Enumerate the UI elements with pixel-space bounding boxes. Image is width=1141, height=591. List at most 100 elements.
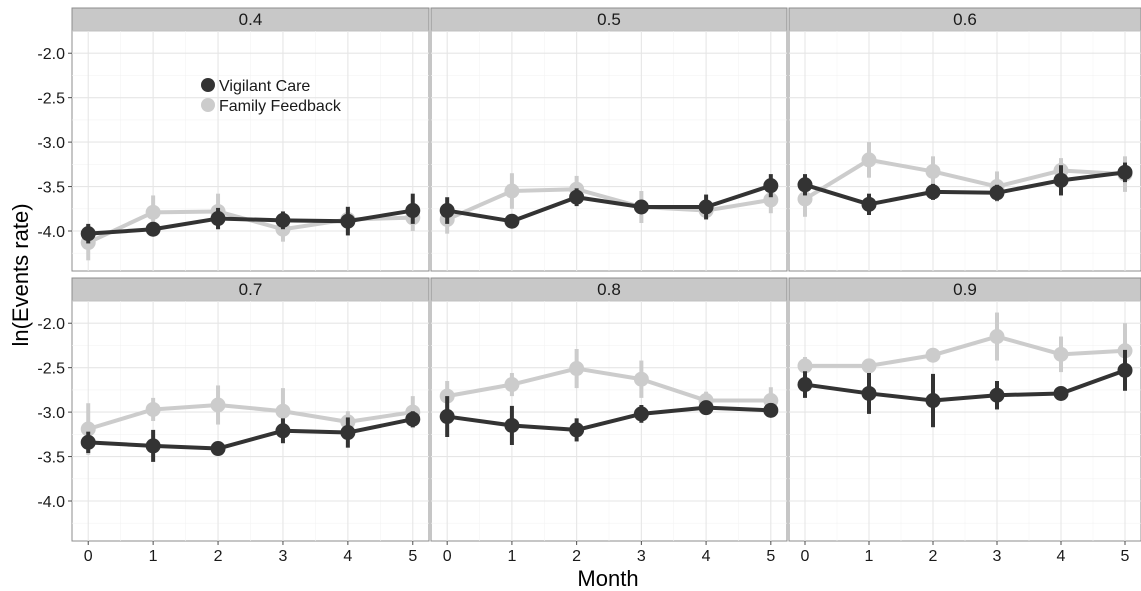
panel-0-9-family-feedback-point <box>1053 346 1069 362</box>
panel-0-9-vigilant-care-point <box>989 387 1005 403</box>
panel-0-8: 0.8 <box>430 277 788 542</box>
panel-0-9-vigilant-care-point <box>1117 362 1133 378</box>
x-tick-label: 1 <box>865 548 874 565</box>
x-tick-label: 3 <box>993 548 1002 565</box>
y-tick-label: -3.0 <box>37 135 65 152</box>
panel-0-5-family-feedback-point <box>504 183 520 199</box>
panel-0-8-vigilant-care-series <box>439 396 779 445</box>
panel-0-9-family-feedback-line <box>805 334 1126 368</box>
panel-0-7-strip-label: 0.7 <box>239 280 263 299</box>
panel-0-9-vigilant-care-point <box>1053 385 1069 401</box>
panel-0-9-family-feedback-point <box>861 358 877 374</box>
x-tick-label: 4 <box>1057 548 1066 565</box>
x-tick-label: 5 <box>408 548 417 565</box>
panel-0-8-vigilant-care-point <box>569 422 585 438</box>
x-tick-label: 5 <box>766 548 775 565</box>
legend: Vigilant Care Family Feedback <box>201 78 342 115</box>
panel-0-9-family-feedback-point <box>989 329 1005 345</box>
panel-0-5-vigilant-care-point <box>633 199 649 215</box>
panel-0-6-vigilant-care-point <box>1053 172 1069 188</box>
panel-0-4-vigilant-care-series <box>80 193 421 244</box>
panel-0-6-vigilant-care-point <box>797 177 813 193</box>
panel-0-6-vigilant-care-point <box>861 196 877 212</box>
panel-0-4: 0.4 <box>71 7 430 272</box>
x-tick-label: 2 <box>929 548 938 565</box>
panel-0-7-grid <box>72 300 429 541</box>
panel-0-7-vigilant-care-point <box>210 441 226 457</box>
x-tick-label: 4 <box>702 548 711 565</box>
panel-0-7-vigilant-care-point <box>145 438 161 454</box>
panel-0-6-vigilant-care-point <box>989 185 1005 201</box>
panel-0-5-vigilant-care-point <box>569 189 585 205</box>
panel-0-4-strip-label: 0.4 <box>239 10 263 29</box>
panel-0-4-vigilant-care-point <box>145 221 161 237</box>
panel-0-8-vigilant-care-point <box>633 406 649 422</box>
panel-0-5-vigilant-care-line <box>446 183 772 224</box>
panel-0-9-strip-label: 0.9 <box>953 280 977 299</box>
panel-0-7-family-feedback-point <box>210 397 226 413</box>
panel-0-9-vigilant-care-point <box>925 393 941 409</box>
y-tick-label: -3.5 <box>37 180 65 197</box>
x-tick-label: 2 <box>214 548 223 565</box>
y-tick-label: -4.0 <box>37 224 65 241</box>
panel-0-6-strip-label: 0.6 <box>953 10 977 29</box>
panel-0-6-vigilant-care-series <box>797 162 1133 215</box>
panel-0-5-family-feedback-line <box>446 187 772 222</box>
panel-0-6: 0.6 <box>788 7 1141 272</box>
panel-0-4-family-feedback-point <box>145 204 161 220</box>
panel-0-7-vigilant-care-series <box>80 411 421 462</box>
x-tick-label: 4 <box>343 548 352 565</box>
panel-0-4-vigilant-care-point <box>80 226 96 242</box>
panel-0-4-vigilant-care-point <box>340 213 356 229</box>
panel-0-5-grid <box>431 30 787 271</box>
panel-0-5-vigilant-care-point <box>439 203 455 219</box>
panel-0-5-strip-label: 0.5 <box>597 10 621 29</box>
panel-0-8-vigilant-care-point <box>504 417 520 433</box>
legend-label-family-feedback: Family Feedback <box>219 98 342 115</box>
panel-0-5: 0.5 <box>430 7 788 272</box>
panel-0-8-vigilant-care-point <box>698 400 714 416</box>
panel-0-9-family-feedback-point <box>925 347 941 363</box>
panel-0-7-vigilant-care-point <box>80 434 96 450</box>
panel-0-5-vigilant-care-series <box>439 174 779 229</box>
panel-0-4-vigilant-care-point <box>210 211 226 227</box>
panel-0-7-vigilant-care-line <box>88 417 414 451</box>
y-tick-label: -2.5 <box>37 361 65 378</box>
x-tick-label: 5 <box>1121 548 1130 565</box>
panel-0-6-grid <box>789 30 1141 271</box>
panel-0-7-vigilant-care-point <box>405 411 421 427</box>
x-tick-label: 1 <box>149 548 158 565</box>
panel-0-8-family-feedback-point <box>504 377 520 393</box>
x-tick-label: 0 <box>84 548 93 565</box>
y-tick-label: -3.0 <box>37 405 65 422</box>
y-tick-label: -3.5 <box>37 450 65 467</box>
panel-0-9-vigilant-care-point <box>797 377 813 393</box>
panel-0-7: 0.7 <box>71 277 430 542</box>
y-axis-title: ln(Events rate) <box>8 203 33 346</box>
panel-0-9-vigilant-care-series <box>797 349 1133 428</box>
panel-0-9-vigilant-care-point <box>861 385 877 401</box>
panel-0-9-family-feedback-point <box>797 358 813 374</box>
y-tick-label: -4.0 <box>37 494 65 511</box>
panel-0-4-vigilant-care-point <box>275 212 291 228</box>
panel-0-5-vigilant-care-point <box>763 178 779 194</box>
legend-marker-family-feedback <box>201 98 215 112</box>
panel-0-7-family-feedback-point <box>80 421 96 437</box>
panel-0-5-family-feedback-point <box>763 192 779 208</box>
x-axis-title: Month <box>577 566 638 591</box>
y-tick-label: -2.0 <box>37 46 65 63</box>
legend-label-vigilant-care: Vigilant Care <box>219 78 310 95</box>
x-tick-label: 3 <box>279 548 288 565</box>
x-tick-label: 0 <box>443 548 452 565</box>
y-tick-label: -2.5 <box>37 91 65 108</box>
x-tick-label: 3 <box>637 548 646 565</box>
panel-0-8-family-feedback-point <box>633 371 649 387</box>
y-tick-label: -2.0 <box>37 316 65 333</box>
panel-0-7-family-feedback-line <box>87 403 414 431</box>
panel-0-6-vigilant-care-point <box>1117 164 1133 180</box>
x-tick-label: 1 <box>507 548 516 565</box>
panel-0-8-family-feedback-point <box>569 361 585 377</box>
panel-0-9-vigilant-care-line <box>804 368 1126 403</box>
legend-marker-vigilant-care <box>201 78 215 92</box>
